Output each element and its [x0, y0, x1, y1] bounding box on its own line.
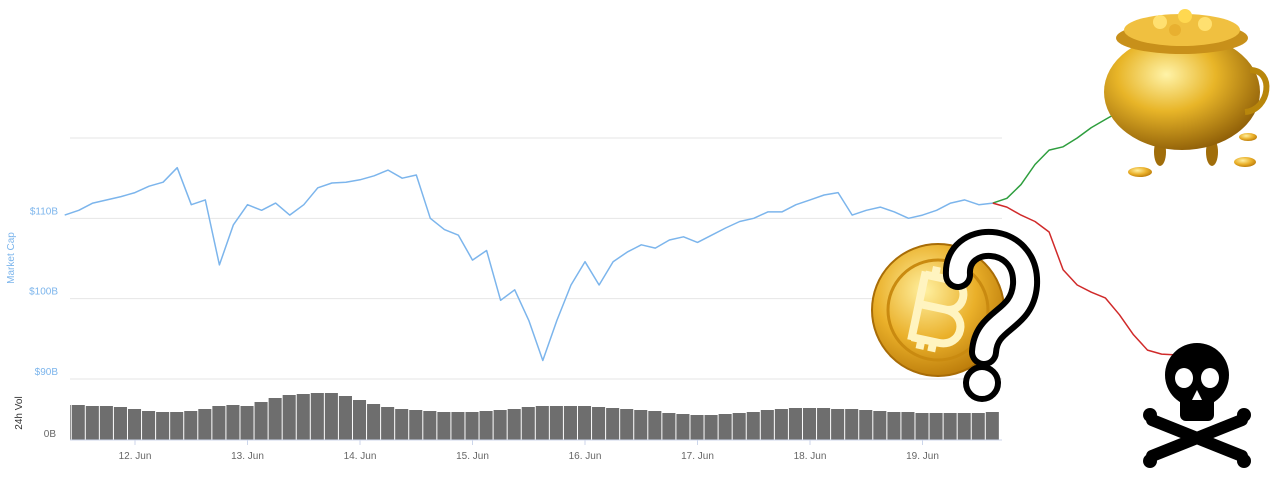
volume-bar [718, 414, 732, 440]
volume-bar [760, 410, 774, 440]
volume-bar [873, 411, 887, 440]
volume-bar [887, 412, 901, 440]
volume-bar [70, 405, 71, 440]
volume-bar [254, 402, 268, 440]
x-tick-label: 18. Jun [794, 451, 827, 462]
volume-bar [367, 404, 381, 440]
x-tick-label: 17. Jun [681, 451, 714, 462]
question-mark [943, 229, 1040, 402]
volume-bar [690, 415, 704, 440]
x-tick-label: 19. Jun [906, 451, 939, 462]
volume-bar [774, 409, 788, 440]
volume-bar [732, 413, 746, 440]
volume-bar [957, 413, 971, 440]
skull-and-crossbones [1143, 343, 1251, 468]
volume-bar [788, 408, 802, 440]
y-tick-label: $100B [29, 287, 58, 298]
y-tick-label: $90B [35, 367, 59, 378]
volume-bar [156, 412, 170, 440]
volume-bar [451, 412, 465, 440]
pot-of-gold [1104, 9, 1270, 177]
volume-bar [296, 394, 310, 440]
volume-bar [71, 405, 85, 440]
volume-bar [549, 406, 563, 440]
volume-bar [831, 409, 845, 440]
volume-bar [479, 411, 493, 440]
volume-bar [226, 405, 240, 440]
volume-bar [577, 406, 592, 440]
plot-area: $90B $100B $110B 0B 12. Jun 13. Jun 14. Jun 15.… [29, 110, 1176, 462]
volume-bar [184, 411, 198, 440]
volume-bar [845, 409, 859, 440]
x-tick-label: 16. Jun [569, 451, 602, 462]
volume-bar [310, 393, 324, 440]
volume-bar [507, 409, 521, 440]
x-tick-label: 13. Jun [231, 451, 264, 462]
volume-bar [704, 415, 718, 440]
volume-bar [198, 409, 212, 440]
volume-bar [563, 406, 577, 440]
volume-bar [113, 407, 127, 440]
volume-bar [915, 413, 929, 440]
x-tick-label: 15. Jun [456, 451, 489, 462]
volume-bar [142, 411, 156, 440]
volume-bar [929, 413, 943, 440]
volume-bar [802, 408, 817, 440]
volume-bar [493, 410, 507, 440]
x-tick-label: 14. Jun [344, 451, 377, 462]
series-line [64, 166, 993, 362]
volume-bar [521, 407, 535, 440]
volume-bar [746, 412, 760, 440]
y-tick-label: $110B [30, 206, 59, 217]
volume-bar [592, 407, 606, 440]
volume-tick-label: 0B [44, 429, 57, 440]
volume-bar [268, 398, 282, 440]
volume-bar [409, 410, 423, 440]
volume-bar [985, 412, 999, 440]
volume-bar [620, 409, 634, 440]
volume-bar [352, 400, 367, 440]
volume-bar [676, 414, 690, 440]
y-axis-title: Market Cap [6, 232, 17, 284]
volume-bar [338, 396, 352, 440]
volume-bar [634, 410, 648, 440]
volume-bar [324, 393, 338, 440]
volume-bar [437, 412, 451, 440]
volume-bar [85, 406, 99, 440]
volume-bar [901, 412, 915, 440]
x-tick-label: 12. Jun [119, 451, 152, 462]
volume-bar [127, 409, 142, 440]
volume-bar [535, 406, 549, 440]
volume-bar [240, 406, 254, 440]
volume-bar [859, 410, 873, 440]
volume-bar [606, 408, 620, 440]
volume-bar [282, 395, 296, 440]
volume-bar [395, 409, 409, 440]
volume-bar [648, 411, 662, 440]
volume-bar [943, 413, 957, 440]
volume-bar [170, 412, 184, 440]
volume-bar [971, 413, 985, 440]
volume-axis-title: 24h Vol [14, 396, 25, 429]
volume-bar [212, 406, 226, 440]
series-line [992, 202, 1176, 356]
volume-bar [465, 412, 479, 440]
series-line [992, 110, 1120, 204]
volume-bar [662, 413, 676, 440]
volume-bar [423, 411, 437, 440]
volume-bar [99, 406, 113, 440]
volume-bar [381, 407, 395, 440]
volume-bar [817, 408, 831, 440]
